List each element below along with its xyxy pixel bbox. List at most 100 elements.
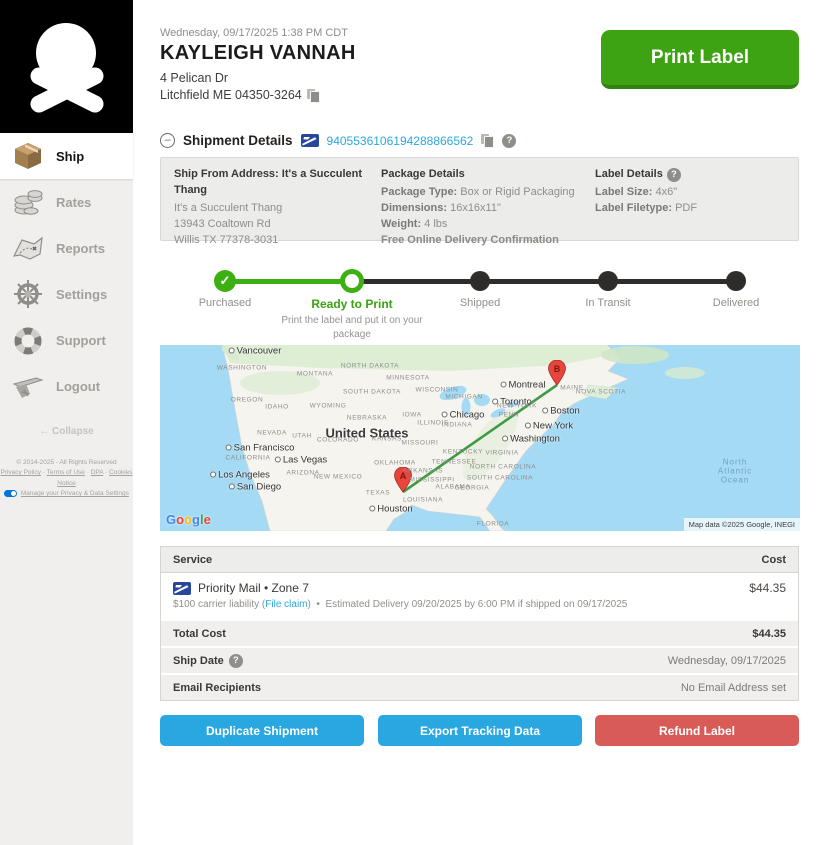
map-base-art: [160, 345, 800, 531]
cookies-link[interactable]: Cookies Notice: [57, 469, 133, 487]
copyright-text: © 2014-2025 - All Rights Reserved: [16, 459, 117, 466]
sidebar-item-label: Reports: [56, 240, 106, 256]
svg-text:A: A: [400, 471, 407, 481]
shipment-progress-stepper: ✓ Purchased Ready to Print Shipped In Tr…: [160, 268, 800, 340]
step-label-shipped: Shipped: [459, 297, 501, 309]
dimensions-row: Dimensions: 16x16x11": [381, 201, 501, 214]
sidebar-item-reports[interactable]: Reports: [0, 225, 133, 271]
service-cost: $44.35: [749, 581, 786, 595]
coins-icon: [11, 185, 45, 219]
privacy-policy-link[interactable]: Privacy Policy: [0, 469, 41, 477]
refund-label-button[interactable]: Refund Label: [595, 715, 799, 746]
section-title: Shipment Details: [183, 133, 293, 148]
ship-date-value: Wednesday, 09/17/2025: [667, 654, 786, 667]
label-filetype-row: Label Filetype: PDF: [595, 201, 698, 214]
usps-logo-icon: [173, 581, 191, 595]
label-details-title: Label Details ?: [595, 167, 785, 183]
life-ring-icon: [11, 323, 45, 357]
sidebar-item-ship[interactable]: Ship: [0, 133, 133, 179]
total-cost-value: $44.35: [752, 627, 786, 640]
skull-crossbones-icon: [0, 0, 133, 133]
ship-from-column: Ship From Address: It's a Succulent Than…: [174, 167, 374, 249]
service-column-header: Service: [173, 553, 213, 566]
tracking-number-link[interactable]: 9405536106194288866562: [326, 133, 474, 148]
privacy-options-icon: [4, 489, 18, 497]
duplicate-shipment-button[interactable]: Duplicate Shipment: [160, 715, 364, 746]
step-ready-sublabel: Print the label and put it on your packa…: [281, 315, 423, 340]
cost-summary-table: Service Cost Priority Mail • Zone 7 $44.…: [160, 546, 799, 701]
export-tracking-button[interactable]: Export Tracking Data: [378, 715, 582, 746]
sidebar-item-label: Ship: [56, 148, 85, 164]
tracking-help-icon[interactable]: ?: [502, 133, 517, 148]
ship-from-line: It's a Succulent Thang: [174, 201, 283, 214]
sidebar-footer: © 2014-2025 - All Rights Reserved Privac…: [0, 458, 133, 500]
collapse-section-icon[interactable]: –: [160, 133, 175, 148]
sidebar: Ship Rates: [0, 0, 133, 845]
step-delivered-dot: [726, 271, 746, 291]
package-icon: [11, 139, 45, 173]
step-ready-dot: [340, 269, 364, 293]
package-details-column: Package Details Package Type: Box or Rig…: [381, 167, 586, 249]
print-label-button[interactable]: Print Label: [601, 30, 799, 89]
sidebar-item-settings[interactable]: Settings: [0, 271, 133, 317]
stepper-track: [352, 279, 736, 284]
ship-date-row: Ship Date ? Wednesday, 09/17/2025: [161, 646, 798, 673]
ship-from-title: Ship From Address: It's a Succulent Than…: [174, 168, 363, 196]
copy-tracking-icon[interactable]: [481, 134, 495, 148]
label-details-column: Label Details ? Label Size: 4x6" Label F…: [595, 167, 785, 217]
usps-logo-icon: [300, 134, 319, 147]
ship-from-line: Willis TX 77378-3031: [174, 233, 279, 246]
table-header-row: Service Cost: [161, 547, 798, 573]
label-size-row: Label Size: 4x6": [595, 185, 678, 198]
shipment-details-header: – Shipment Details 940553610619428886656…: [160, 133, 517, 148]
recipient-address-line2: Litchfield ME 04350-3264: [160, 88, 320, 103]
step-label-purchased: Purchased: [198, 297, 252, 309]
ship-wheel-icon: [11, 277, 45, 311]
estimated-delivery-text: Estimated Delivery 09/20/2025 by 6:00 PM…: [325, 599, 628, 610]
destination-marker-b: B: [548, 360, 566, 386]
map-attribution: Map data ©2025 Google, INEGI: [683, 518, 800, 531]
copy-address-icon[interactable]: [306, 88, 320, 103]
route-line: [402, 383, 558, 494]
shipment-details-panel: Ship From Address: It's a Succulent Than…: [160, 157, 799, 246]
label-details-help-icon[interactable]: ?: [666, 167, 681, 182]
step-label-intransit: In Transit: [585, 297, 631, 309]
step-label-ready: Ready to Print: [311, 297, 393, 311]
delivery-confirmation-note: Free Online Delivery Confirmation: [381, 233, 559, 246]
ship-from-line: 13943 Coaltown Rd: [174, 217, 271, 230]
email-recipients-value: No Email Address set: [680, 681, 786, 694]
pirate-ship-logo[interactable]: [0, 0, 133, 133]
stepper-track-complete: [225, 279, 352, 284]
sidebar-item-logout[interactable]: Logout: [0, 363, 133, 409]
sidebar-item-label: Support: [56, 332, 106, 348]
step-label-delivered: Delivered: [712, 297, 760, 309]
sidebar-nav: Ship Rates: [0, 133, 133, 409]
sidebar-item-support[interactable]: Support: [0, 317, 133, 363]
privacy-settings-row: Manage your Privacy & Data Settings: [0, 489, 133, 499]
google-logo[interactable]: Google: [166, 512, 211, 527]
shipment-datetime: Wednesday, 09/17/2025 1:38 PM CDT: [160, 27, 348, 39]
route-map[interactable]: A B United States Vancouver San Francisco L…: [160, 345, 800, 531]
package-type-row: Package Type: Box or Rigid Packaging: [381, 185, 575, 198]
service-row: Priority Mail • Zone 7 $44.35 $100 carri…: [161, 573, 798, 619]
plank-icon: [11, 369, 45, 403]
recipient-name: KAYLEIGH VANNAH: [160, 42, 356, 64]
step-purchased-dot: ✓: [214, 270, 236, 292]
collapse-sidebar-button[interactable]: ← Collapse: [39, 426, 94, 437]
service-details-line: $100 carrier liability (File claim) • Es…: [173, 599, 628, 610]
sidebar-item-label: Logout: [56, 378, 101, 394]
email-recipients-row: Email Recipients No Email Address set: [161, 673, 798, 700]
weight-row: Weight: 4 lbs: [381, 217, 448, 230]
origin-marker-a: A: [394, 467, 412, 493]
step-shipped-dot: [470, 271, 490, 291]
dpa-link[interactable]: DPA: [90, 469, 104, 477]
cost-column-header: Cost: [761, 553, 786, 566]
terms-link[interactable]: Terms of Use: [46, 469, 85, 477]
total-cost-row: Total Cost $44.35: [161, 619, 798, 646]
ship-date-help-icon[interactable]: ?: [228, 653, 243, 668]
file-claim-link[interactable]: File claim: [265, 599, 308, 610]
privacy-settings-link[interactable]: Manage your Privacy & Data Settings: [20, 490, 129, 498]
service-name: Priority Mail • Zone 7: [198, 581, 309, 595]
sidebar-item-rates[interactable]: Rates: [0, 179, 133, 225]
